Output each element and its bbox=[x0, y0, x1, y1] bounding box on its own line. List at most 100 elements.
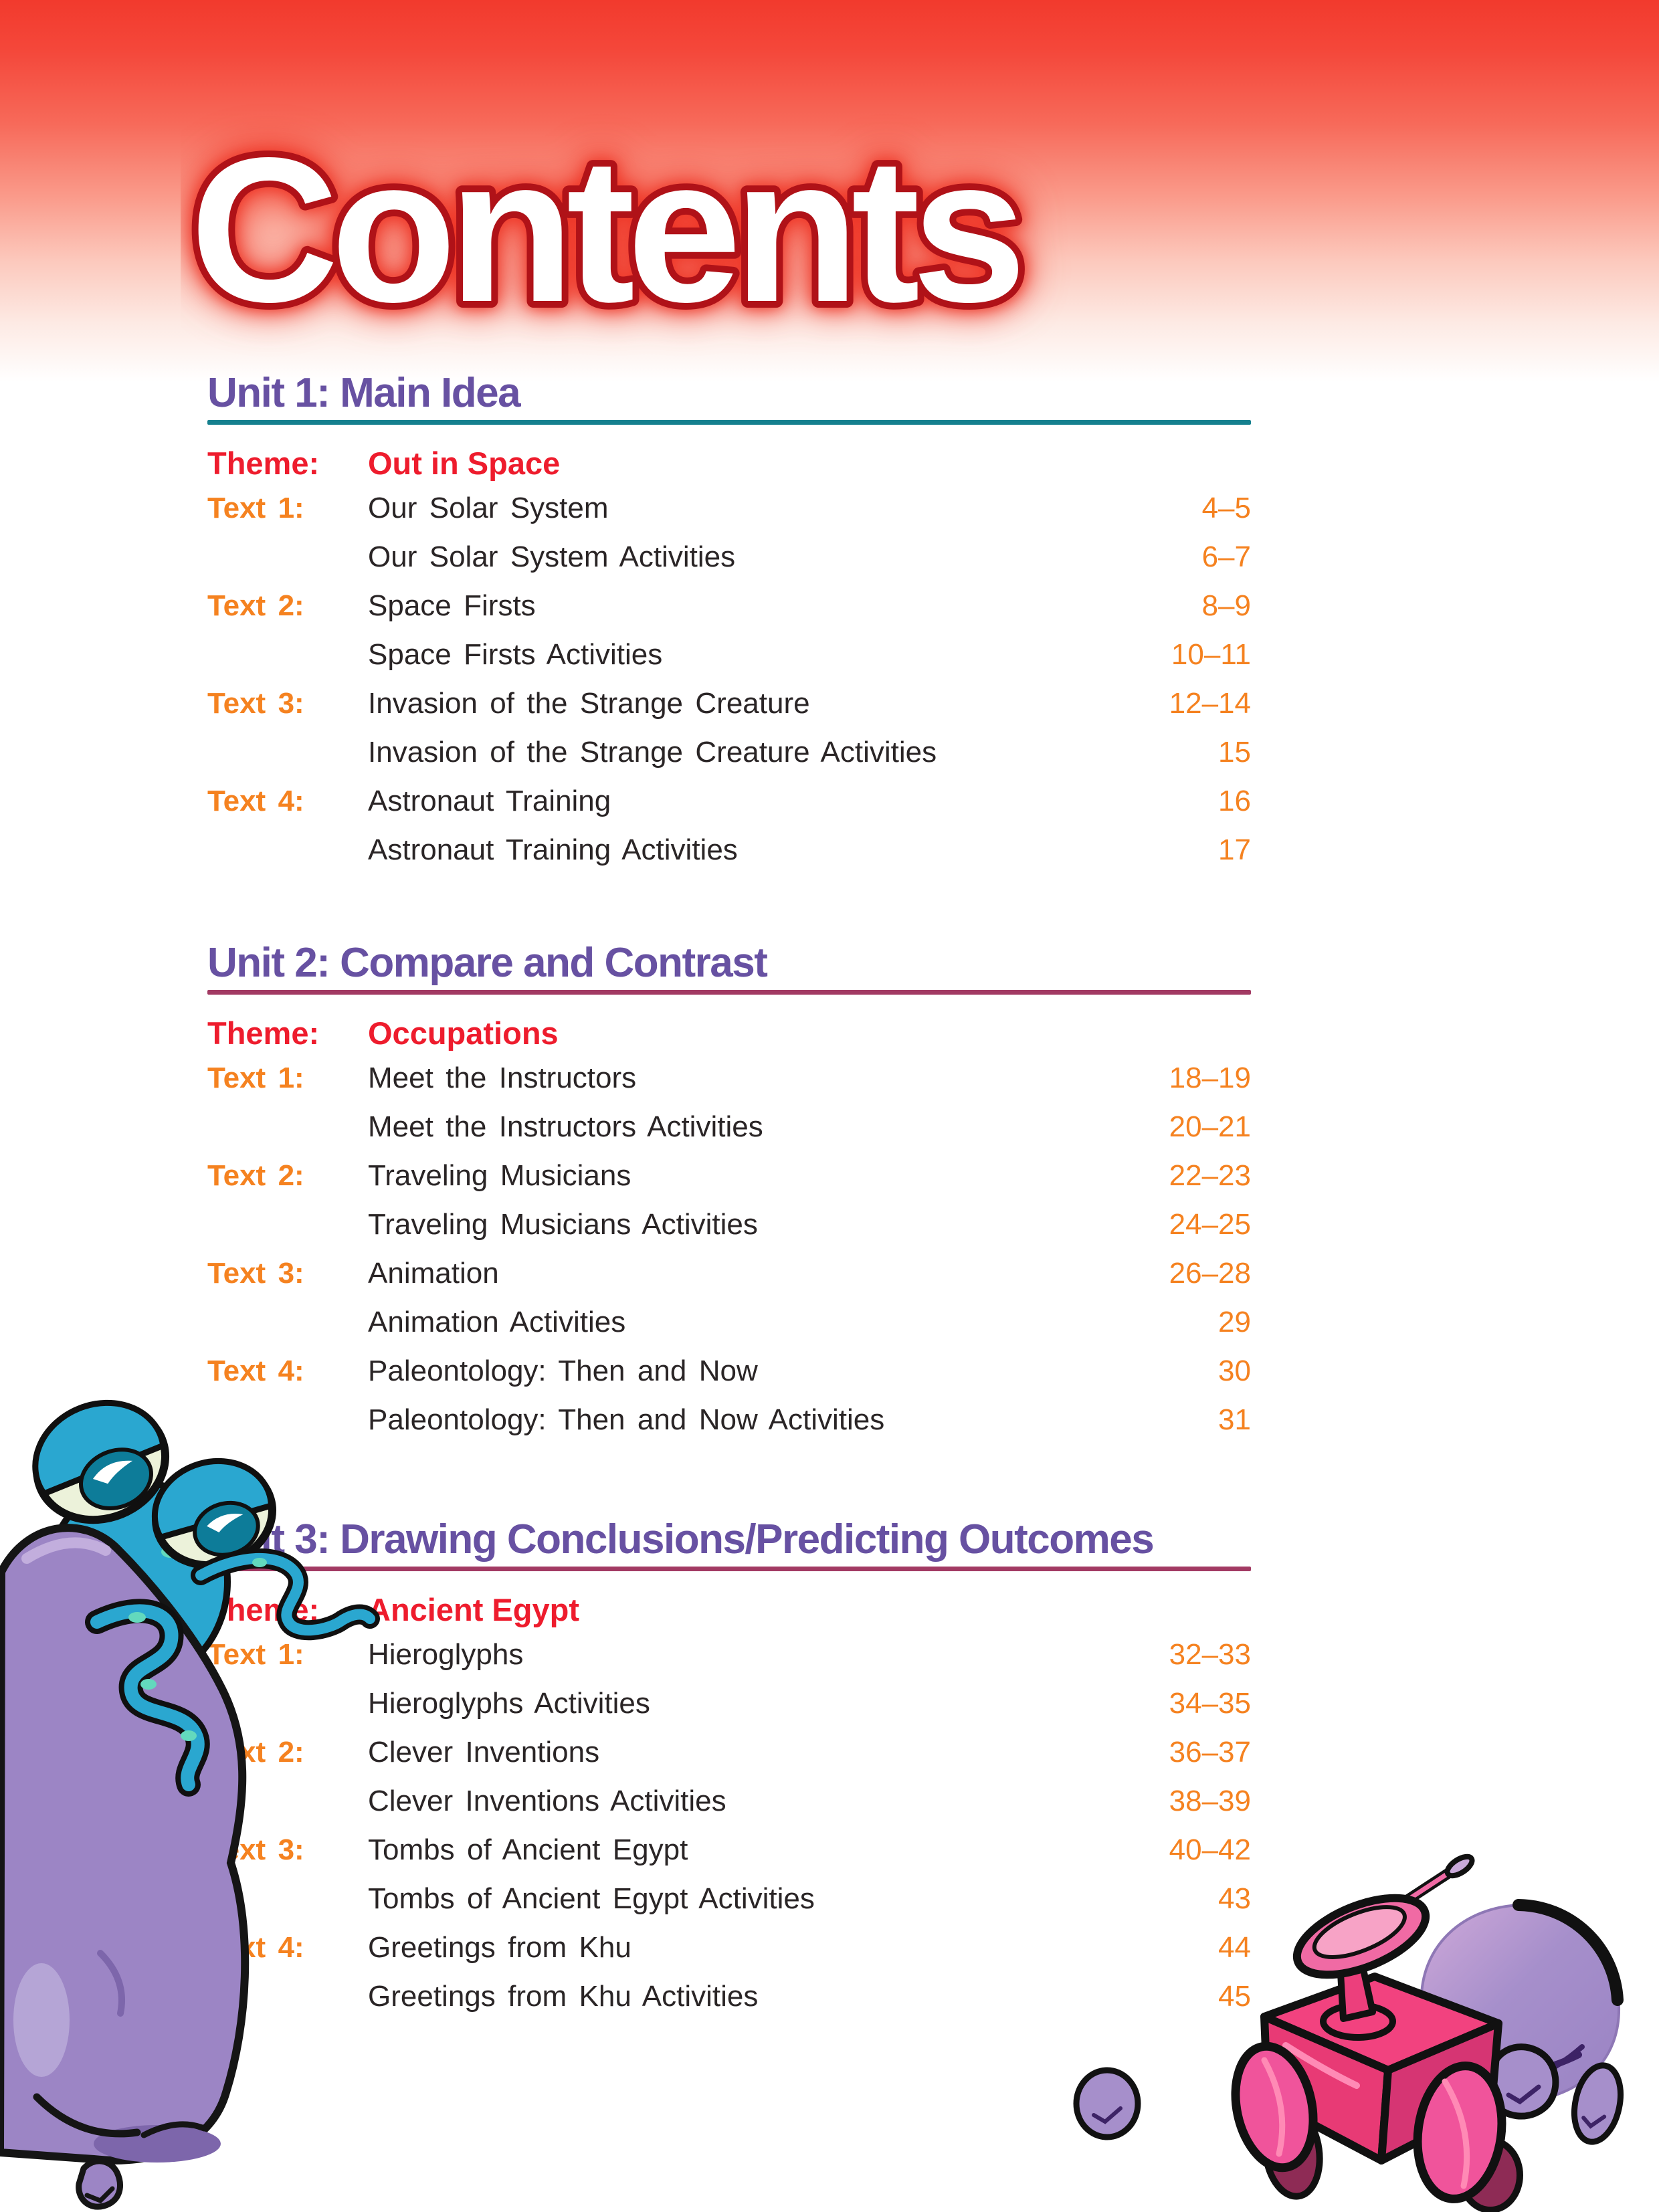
toc-row: Greetings from Khu Activities 45 bbox=[207, 1980, 1251, 2029]
text-label: Text 4: bbox=[207, 785, 304, 817]
toc-rows: Text 1: Hieroglyphs 32–33 Hieroglyphs Activ… bbox=[207, 1638, 1251, 2029]
toc-row: Paleontology: Then and Now Activities 31 bbox=[207, 1403, 1251, 1452]
page-number: 38–39 bbox=[1169, 1785, 1251, 1817]
page-number: 26–28 bbox=[1169, 1257, 1251, 1290]
toc-row: Astronaut Training Activities 17 bbox=[207, 833, 1251, 882]
toc-row: Text 1: Our Solar System 4–5 bbox=[207, 492, 1251, 540]
entry-title: Space Firsts Activities bbox=[368, 638, 663, 671]
page-number: 24–25 bbox=[1169, 1208, 1251, 1241]
space-rover-illustration bbox=[1073, 1853, 1624, 2212]
page-number: 10–11 bbox=[1171, 638, 1251, 671]
contents-title: Contents bbox=[183, 108, 1034, 352]
theme-value: Ancient Egypt bbox=[368, 1592, 579, 1627]
text-label: Text 2: bbox=[207, 1159, 304, 1192]
page-number: 32–33 bbox=[1169, 1638, 1251, 1671]
theme-row: Theme: Occupations bbox=[207, 1015, 1251, 1052]
page-number: 16 bbox=[1218, 785, 1251, 817]
entry-title: Space Firsts bbox=[368, 589, 536, 622]
entry-title: Animation bbox=[368, 1257, 499, 1290]
alien-front-tentacle bbox=[85, 1599, 210, 1797]
unit-section-1: Unit 1: Main Idea Theme: Out in Space Te… bbox=[207, 369, 1251, 882]
toc-row: Text 3: Animation 26–28 bbox=[207, 1257, 1251, 1306]
page-title: Contents bbox=[190, 115, 1019, 345]
toc-row: Meet the Instructors Activities 20–21 bbox=[207, 1110, 1251, 1159]
entry-title: Clever Inventions bbox=[368, 1736, 600, 1769]
toc-row: Invasion of the Strange Creature Activit… bbox=[207, 736, 1251, 785]
entry-title: Meet the Instructors bbox=[368, 1062, 637, 1094]
page-number: 8–9 bbox=[1201, 589, 1251, 622]
page-number: 12–14 bbox=[1169, 687, 1251, 720]
toc-row: Text 2: Space Firsts 8–9 bbox=[207, 589, 1251, 638]
unit-section-2: Unit 2: Compare and Contrast Theme: Occu… bbox=[207, 939, 1251, 1452]
toc-rows: Text 1: Our Solar System 4–5 Our Solar Syst… bbox=[207, 492, 1251, 882]
text-label: Text 3: bbox=[207, 687, 304, 720]
entry-title: Greetings from Khu bbox=[368, 1931, 631, 1964]
entry-title: Astronaut Training bbox=[368, 785, 611, 817]
page-number: 18–19 bbox=[1169, 1062, 1251, 1094]
entry-title: Clever Inventions Activities bbox=[368, 1785, 726, 1817]
theme-label: Theme: bbox=[207, 1015, 320, 1051]
text-label: Text 3: bbox=[207, 1257, 304, 1290]
entry-title: Traveling Musicians bbox=[368, 1159, 631, 1192]
toc-row: Clever Inventions Activities 38–39 bbox=[207, 1785, 1251, 1833]
unit-rule bbox=[207, 420, 1251, 425]
page-number: 44 bbox=[1218, 1931, 1251, 1964]
page-number: 29 bbox=[1218, 1306, 1251, 1338]
unit-rule bbox=[207, 990, 1251, 995]
text-label: Text 1: bbox=[207, 1638, 304, 1671]
unit-rule bbox=[207, 1567, 1251, 1571]
page-number: 43 bbox=[1218, 1882, 1251, 1915]
alien-left-eye bbox=[32, 1399, 170, 1524]
toc-row: Text 4: Greetings from Khu 44 bbox=[207, 1931, 1251, 1980]
theme-row: Theme: Out in Space bbox=[207, 445, 1251, 482]
toc-row: Text 4: Paleontology: Then and Now 30 bbox=[207, 1354, 1251, 1403]
entry-title: Invasion of the Strange Creature bbox=[368, 687, 810, 720]
toc-row: Animation Activities 29 bbox=[207, 1306, 1251, 1354]
entry-title: Tombs of Ancient Egypt bbox=[368, 1833, 688, 1866]
entry-title: Hieroglyphs bbox=[368, 1638, 524, 1671]
toc-row: Space Firsts Activities 10–11 bbox=[207, 638, 1251, 687]
entry-title: Astronaut Training Activities bbox=[368, 833, 738, 866]
text-label: Text 1: bbox=[207, 1062, 304, 1094]
toc-row: Text 1: Hieroglyphs 32–33 bbox=[207, 1638, 1251, 1687]
theme-value: Out in Space bbox=[368, 445, 561, 481]
text-label: Text 4: bbox=[207, 1354, 304, 1387]
page-number: 20–21 bbox=[1169, 1110, 1251, 1143]
rover-satellite-dish bbox=[1292, 1853, 1475, 2022]
pebble-left-of-rover bbox=[1073, 2067, 1141, 2140]
toc-row: Tombs of Ancient Egypt Activities 43 bbox=[207, 1882, 1251, 1931]
entry-title: Tombs of Ancient Egypt Activities bbox=[368, 1882, 815, 1915]
page-number: 17 bbox=[1218, 833, 1251, 866]
entry-title: Paleontology: Then and Now Activities bbox=[368, 1403, 885, 1436]
toc-row: Text 1: Meet the Instructors 18–19 bbox=[207, 1062, 1251, 1110]
rover-wheels bbox=[1231, 2041, 1523, 2212]
page-number: 40–42 bbox=[1169, 1833, 1251, 1866]
entry-title: Animation Activities bbox=[368, 1306, 626, 1338]
entry-title: Meet the Instructors Activities bbox=[368, 1110, 763, 1143]
entry-title: Invasion of the Strange Creature Activit… bbox=[368, 736, 937, 769]
toc-row: Text 4: Astronaut Training 16 bbox=[207, 785, 1251, 833]
toc-row: Our Solar System Activities 6–7 bbox=[207, 540, 1251, 589]
page-number: 22–23 bbox=[1169, 1159, 1251, 1192]
unit-heading: Unit 3: Drawing Conclusions/Predicting O… bbox=[207, 1516, 1155, 1563]
page-number: 45 bbox=[1218, 1980, 1251, 2013]
toc-rows: Text 1: Meet the Instructors 18–19 Meet the… bbox=[207, 1062, 1251, 1452]
purple-rock-left bbox=[0, 1524, 250, 2165]
pebble-far-right bbox=[1571, 2062, 1624, 2145]
page-number: 15 bbox=[1218, 736, 1251, 769]
text-label: Text 1: bbox=[207, 492, 304, 524]
entry-title: Traveling Musicians Activities bbox=[368, 1208, 758, 1241]
toc-row: Hieroglyphs Activities 34–35 bbox=[207, 1687, 1251, 1736]
toc-row: Text 2: Clever Inventions 36–37 bbox=[207, 1736, 1251, 1785]
toc-row: Traveling Musicians Activities 24–25 bbox=[207, 1208, 1251, 1257]
alien-waving-tentacle bbox=[191, 1548, 380, 1641]
unit-heading: Unit 1: Main Idea bbox=[207, 370, 521, 416]
unit-section-3: Unit 3: Drawing Conclusions/Predicting O… bbox=[207, 1516, 1251, 2029]
toc-row: Text 2: Traveling Musicians 22–23 bbox=[207, 1159, 1251, 1208]
toc-row: Text 3: Invasion of the Strange Creature 1… bbox=[207, 687, 1251, 736]
entry-title: Paleontology: Then and Now bbox=[368, 1354, 758, 1387]
alien-peeking-over-rock-illustration bbox=[0, 1399, 380, 2210]
header-gradient-banner: Contents bbox=[0, 0, 1659, 415]
page-number: 31 bbox=[1218, 1403, 1251, 1436]
theme-value: Occupations bbox=[368, 1015, 559, 1051]
